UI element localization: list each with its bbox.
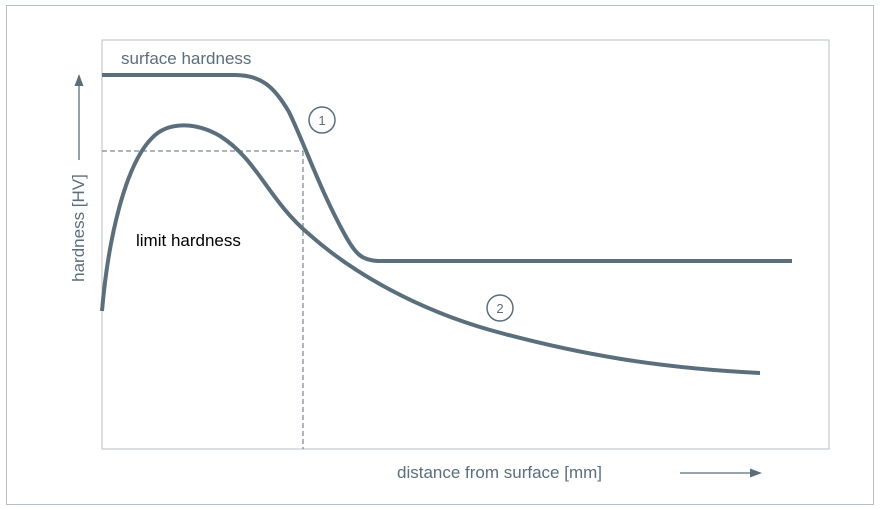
y-axis-label: hardness [HV] [69, 174, 88, 282]
curve-2-marker: 2 [486, 294, 514, 322]
plot-area [101, 39, 830, 450]
y-axis-arrow-head [74, 74, 84, 86]
diagram-frame [6, 5, 874, 505]
limit-hardness-label: limit hardness [136, 231, 241, 250]
curve-1-marker-label: 1 [318, 113, 325, 128]
x-axis-arrow-head [750, 468, 762, 478]
curve-2-marker-label: 2 [496, 301, 503, 316]
x-axis-label: distance from surface [mm] [397, 463, 602, 482]
curve-1-marker: 1 [308, 106, 336, 134]
curve-2-limit-curve [100, 123, 761, 375]
surface-hardness-label: surface hardness [121, 49, 251, 68]
curve-1-hardness-profile [102, 73, 792, 263]
